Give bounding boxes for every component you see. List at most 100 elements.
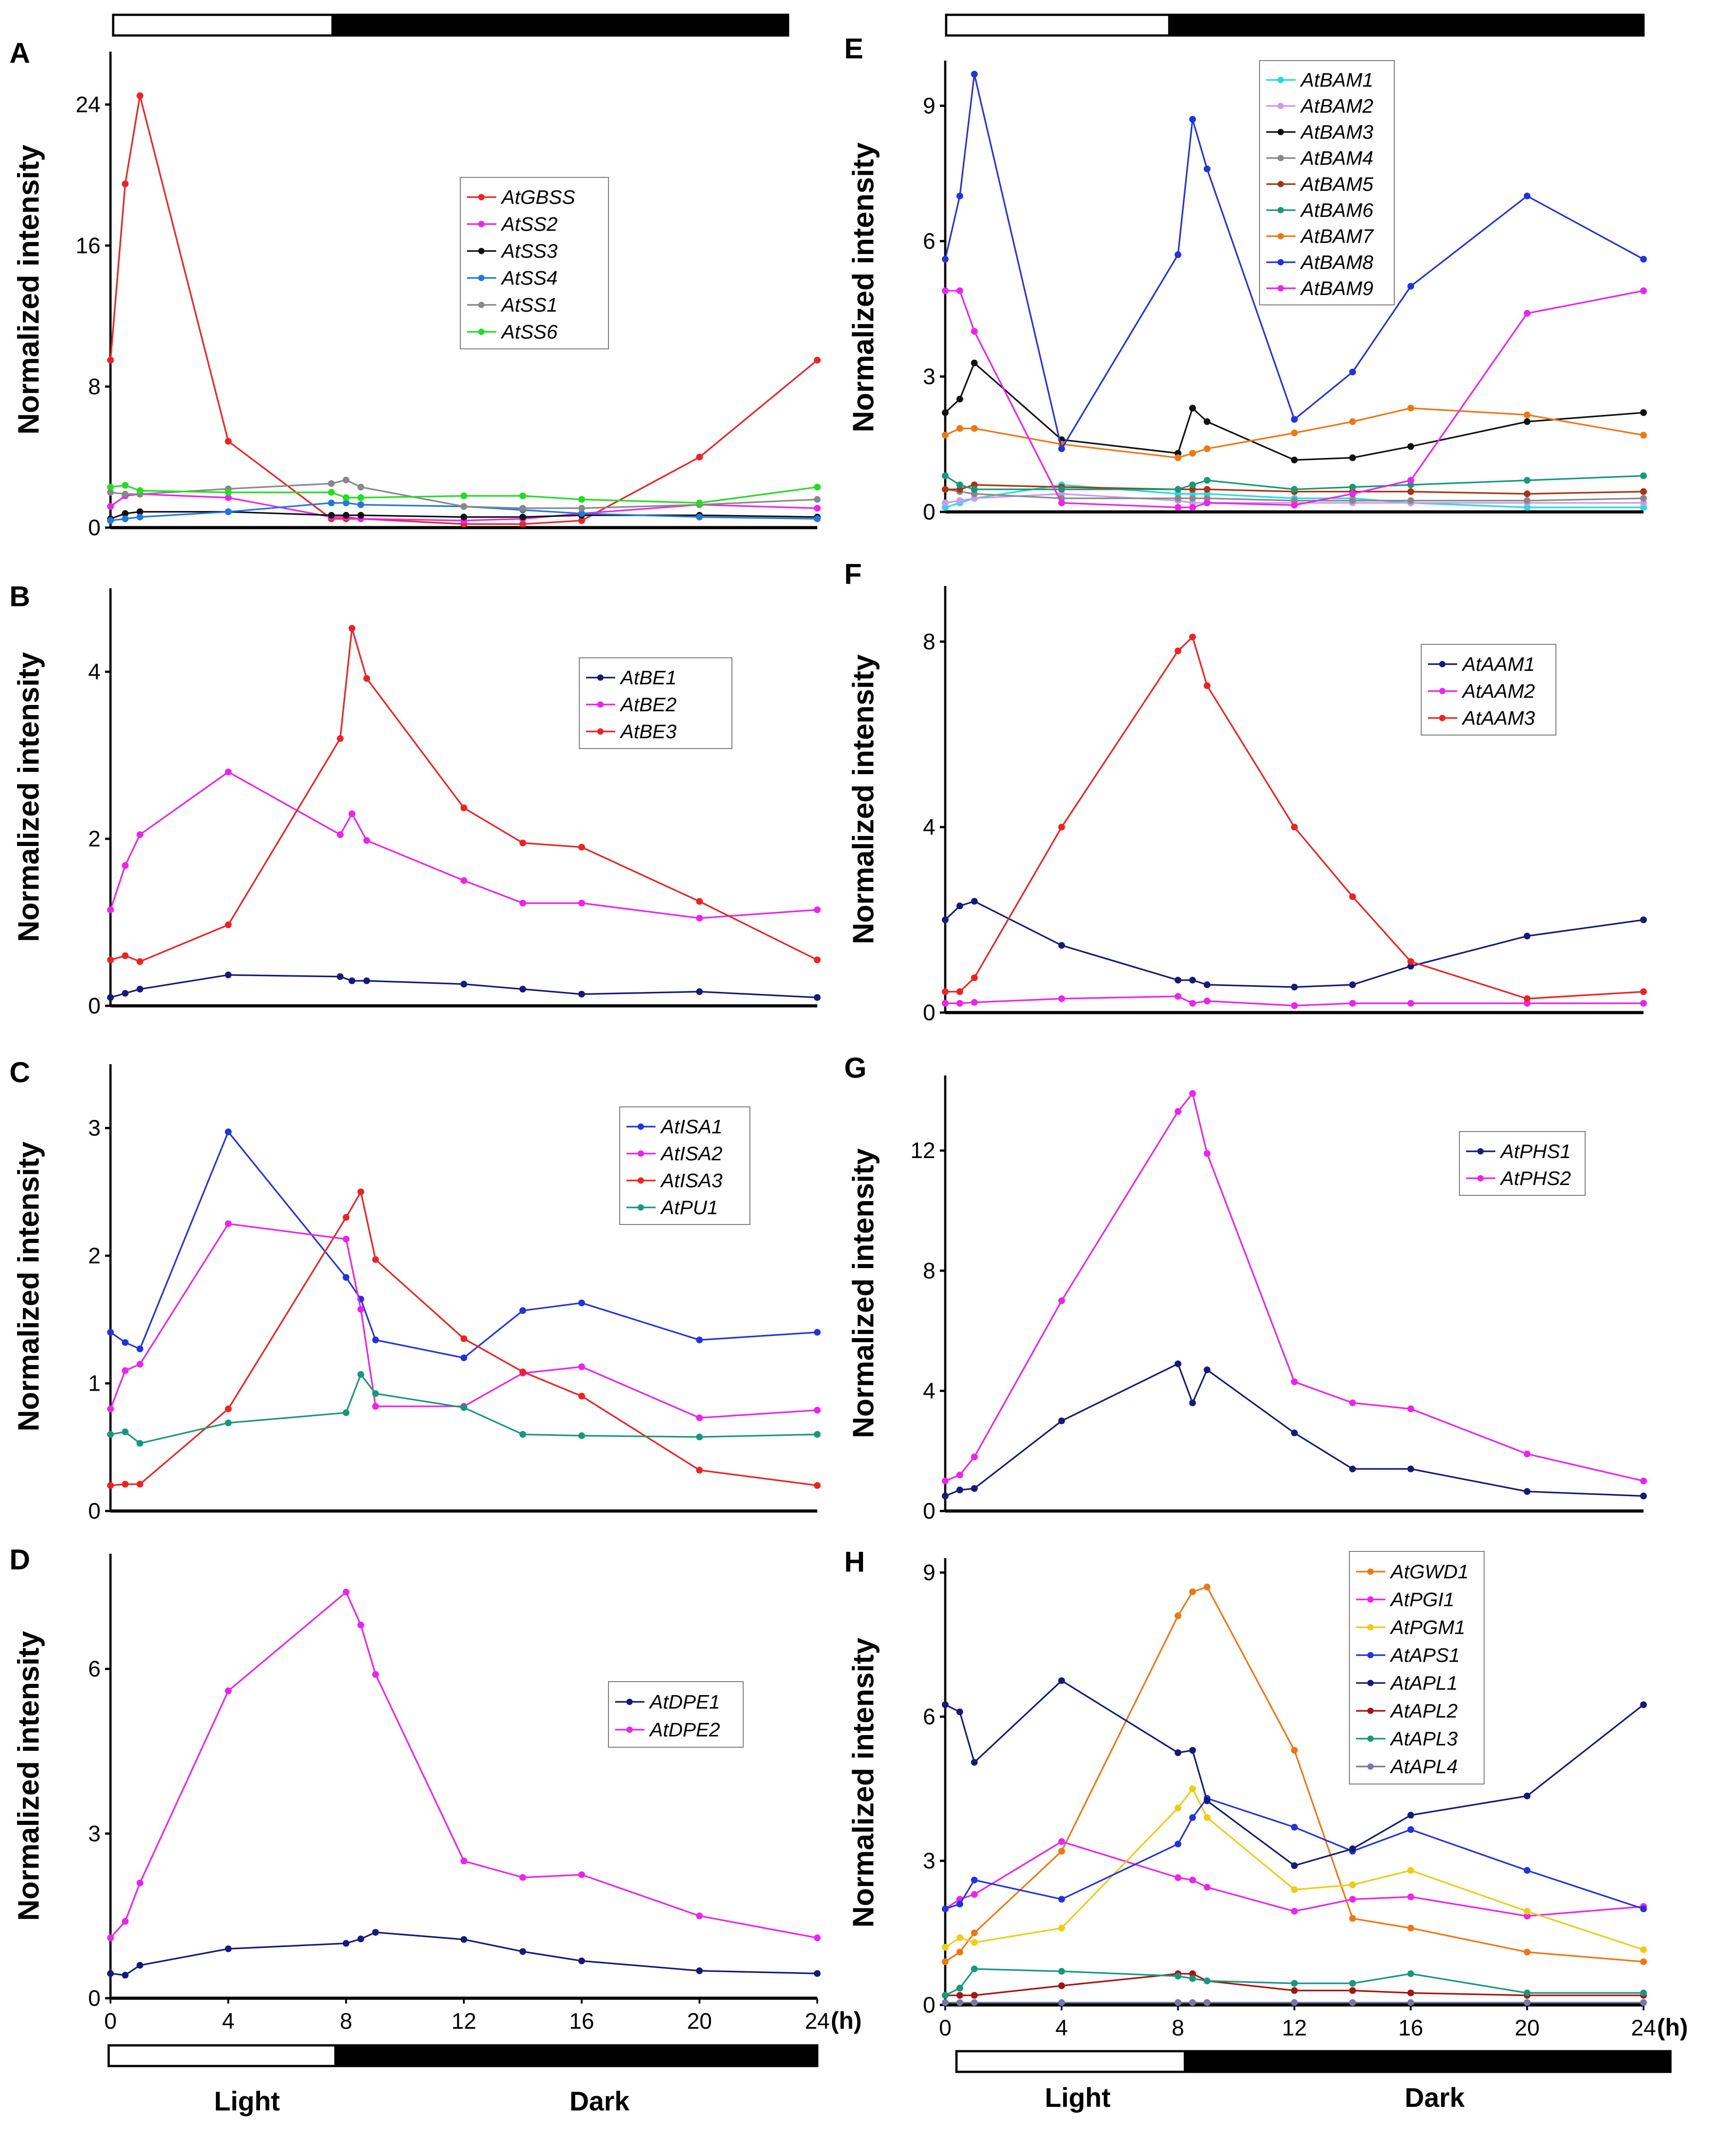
data-point (1189, 1000, 1196, 1007)
data-point (956, 287, 963, 295)
legend-label: AtSS2 (500, 213, 558, 235)
data-point (942, 1000, 949, 1007)
data-point (1189, 1975, 1196, 1982)
light-period-bar (112, 13, 334, 37)
data-point (956, 497, 963, 504)
data-point (1189, 495, 1196, 502)
data-point (137, 1962, 144, 1969)
legend-label: AtBAM3 (1300, 121, 1374, 143)
y-tick-label: 6 (88, 1656, 101, 1682)
data-point (357, 1371, 364, 1378)
data-point (372, 1671, 379, 1678)
data-point (942, 1958, 949, 1965)
data-point (696, 1336, 703, 1344)
dark-period-bar (1184, 2050, 1672, 2073)
data-point (107, 503, 114, 510)
legend-g: AtPHS1 AtPHS2 (1459, 1131, 1586, 1196)
legend-swatch-marker (626, 1699, 633, 1705)
data-point (1640, 472, 1647, 480)
data-point (107, 1934, 114, 1942)
data-point (1203, 445, 1211, 452)
data-point (1203, 165, 1211, 172)
legend-label: AtAPL3 (1389, 1728, 1458, 1750)
data-point (343, 494, 350, 501)
data-point (1189, 1970, 1196, 1977)
data-point (1189, 481, 1196, 489)
data-point (1291, 824, 1298, 831)
series-line (110, 771, 818, 919)
legend-swatch-marker (1278, 233, 1284, 239)
data-point (1524, 411, 1531, 419)
data-point (1291, 1980, 1298, 1987)
data-point (578, 1957, 585, 1965)
data-point (1203, 1366, 1211, 1374)
data-point (107, 1329, 114, 1336)
data-point (1058, 1925, 1065, 1932)
data-point (1189, 504, 1196, 511)
legend-swatch-marker (1367, 1708, 1374, 1714)
data-point (956, 1900, 963, 1908)
legend-a: AtGBSS AtSS2 AtSS3 AtSS4 AtSS1 AtSS6 (460, 177, 609, 349)
data-point (1407, 1925, 1414, 1932)
y-tick-label: 0 (88, 515, 101, 540)
data-point (328, 480, 335, 487)
x-tick-label: 20 (687, 2009, 712, 2034)
legend-label: AtPGI1 (1389, 1589, 1454, 1611)
data-point (337, 973, 344, 980)
data-point (971, 328, 978, 335)
y-tick-label: 0 (923, 1992, 935, 2018)
data-point (225, 438, 232, 445)
data-point (225, 508, 232, 515)
data-point (1640, 1477, 1647, 1485)
data-point (942, 486, 949, 493)
data-point (971, 999, 978, 1006)
data-point (1174, 486, 1181, 493)
data-point (956, 1948, 963, 1956)
legend-label: AtAPL1 (1389, 1672, 1458, 1694)
data-point (1407, 443, 1414, 450)
data-point (1524, 418, 1531, 425)
y-axis-title: Normalized intensity (12, 1141, 45, 1432)
series-atbe1 (107, 971, 821, 1001)
data-point (1203, 477, 1211, 484)
data-point (1189, 977, 1196, 984)
legend-label: AtSS4 (500, 267, 558, 289)
data-point (1407, 497, 1414, 504)
data-point (1407, 1811, 1414, 1819)
data-point (1524, 1488, 1531, 1495)
data-point (519, 505, 526, 512)
data-point (956, 1985, 963, 1992)
data-point (1174, 1841, 1181, 1848)
legend-label: AtDPE1 (648, 1691, 720, 1713)
data-point (225, 768, 232, 775)
data-point (1524, 1948, 1531, 1956)
data-point (1291, 1886, 1298, 1893)
data-point (1407, 1465, 1414, 1472)
data-point (971, 1485, 978, 1492)
legend-swatch-marker (478, 248, 485, 254)
data-point (122, 180, 129, 187)
light-period-bar (955, 2050, 1186, 2073)
data-point (942, 988, 949, 996)
data-point (107, 906, 114, 913)
data-point (578, 505, 585, 512)
y-tick-label: 24 (75, 92, 101, 117)
legend-swatch-marker (1278, 259, 1284, 265)
data-point (956, 1992, 963, 1999)
data-point (343, 1940, 350, 1947)
data-point (696, 988, 703, 995)
series-ataps1 (942, 1795, 1647, 1912)
data-point (1349, 1980, 1356, 1987)
legend-label: AtGBSS (500, 186, 575, 208)
legend-label: AtBE1 (619, 667, 677, 689)
data-point (107, 357, 114, 364)
legend-box (460, 177, 609, 349)
data-point (1349, 1399, 1356, 1406)
data-point (460, 981, 467, 988)
data-point (814, 1329, 821, 1336)
series-ataam3 (942, 634, 1647, 1002)
legend-item: AtBAM3 (1266, 121, 1374, 143)
legend-item: AtAPL1 (1356, 1672, 1458, 1694)
